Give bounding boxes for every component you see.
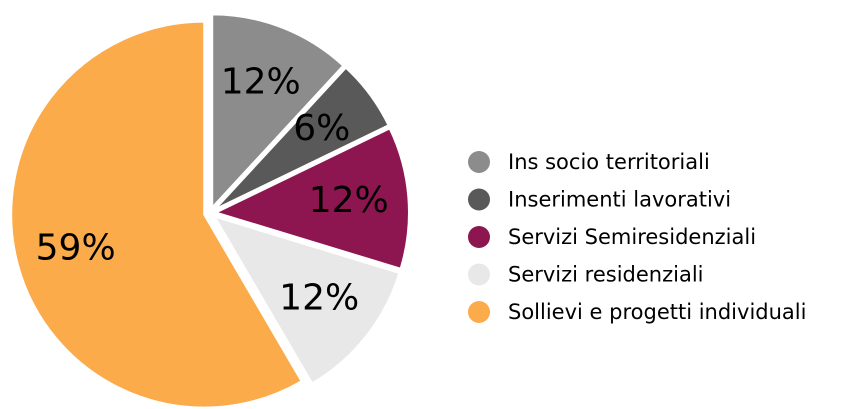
pie-slice xyxy=(10,20,303,409)
slice-label: 12% xyxy=(279,277,359,318)
slice-label: 12% xyxy=(221,61,301,102)
slice-label: 6% xyxy=(293,108,350,149)
pie-slice xyxy=(214,66,390,211)
pie-slice xyxy=(213,127,410,270)
legend-label: Sollievi e progetti individuali xyxy=(508,300,806,324)
slice-label: 59% xyxy=(36,227,116,268)
legend-label: Inserimenti lavorativi xyxy=(508,188,731,212)
slice-label: 12% xyxy=(309,180,389,221)
legend-label: Ins socio territoriali xyxy=(508,150,710,174)
pie-slice xyxy=(211,13,345,210)
legend-swatch xyxy=(468,188,490,211)
legend-label: Servizi residenziali xyxy=(508,263,704,287)
legend-label: Servizi Semiresidenziali xyxy=(508,225,756,249)
legend-swatch xyxy=(468,226,490,248)
pie-slice xyxy=(212,215,401,385)
legend-swatch xyxy=(468,263,490,286)
legend-swatch xyxy=(468,301,490,323)
legend-swatch xyxy=(468,151,490,173)
